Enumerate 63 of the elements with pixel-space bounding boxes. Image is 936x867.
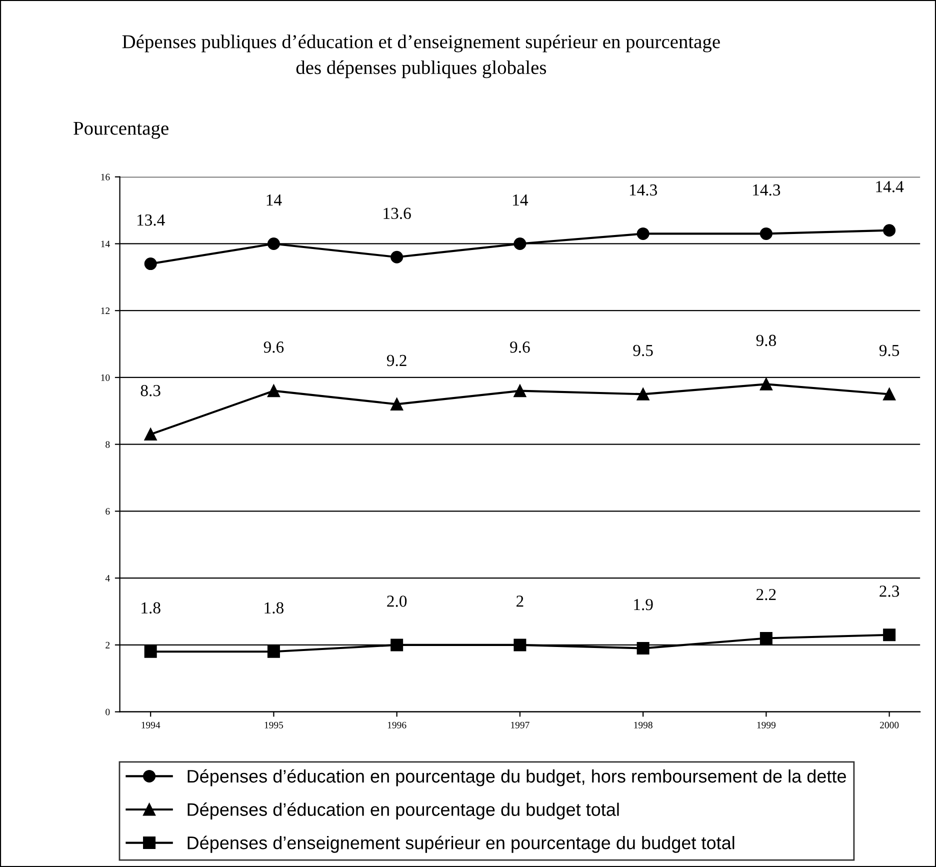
y-tick-label: 4 (105, 575, 110, 582)
x-tick-label: 1998 (634, 722, 652, 728)
data-label: 14.4 (876, 181, 904, 192)
data-label: 14.3 (753, 184, 780, 196)
data-label: 1.8 (264, 602, 284, 614)
point (267, 645, 280, 658)
y-tick-label: 10 (101, 374, 110, 381)
data-label: 9.8 (756, 334, 776, 346)
y-tick-label: 8 (106, 441, 110, 448)
data-label: 8.3 (140, 384, 160, 396)
y-tick-label: 2 (106, 642, 110, 648)
x-tick-label: 1995 (264, 722, 284, 728)
data-label: 9.6 (264, 342, 284, 353)
data-label: 1.8 (142, 602, 160, 614)
x-tick-label: 2000 (880, 722, 899, 728)
data-label: 2.3 (880, 586, 900, 597)
y-tick-label: 16 (101, 174, 110, 180)
point (267, 237, 280, 250)
data-label: 1.9 (634, 598, 653, 610)
legend-label: Dépenses d’éducation en pourcentage du budget, hors remboursement de la dette (188, 769, 846, 786)
point (390, 638, 404, 652)
legend-label: Dépenses d’enseignement supérieur en pourcentage du budget total (188, 836, 734, 853)
data-label: 14.3 (630, 184, 657, 196)
point (514, 384, 526, 398)
data-label: 13.4 (137, 214, 165, 226)
point (144, 258, 157, 270)
point (390, 398, 404, 410)
y-tick-label: 0 (106, 708, 110, 716)
point (883, 628, 896, 642)
data-label: 2.2 (756, 588, 776, 600)
data-label: 2 (516, 596, 524, 607)
x-tick-label: 1997 (511, 722, 530, 728)
point (514, 638, 526, 652)
point (267, 384, 280, 398)
point (144, 645, 157, 658)
x-tick-label: 1994 (142, 722, 160, 728)
data-label: 14 (266, 194, 282, 206)
data-label: 9.5 (879, 344, 900, 356)
chart-title: Dépenses publiques d’éducation et d’enseignement supérieur en pourcentage des dépenses publiques globales (122, 34, 720, 78)
point (760, 632, 772, 645)
point (883, 388, 896, 400)
legend-label: Dépenses d’éducation en pourcentage du budget total (188, 802, 619, 820)
data-label: 9.2 (386, 354, 406, 366)
point (636, 642, 650, 655)
data-label: 13.6 (384, 208, 411, 220)
point (144, 428, 157, 441)
point (514, 237, 526, 250)
data-label: 9.5 (633, 344, 653, 356)
point (883, 224, 896, 237)
data-label: 2.0 (387, 596, 407, 607)
data-label: 9.6 (510, 342, 530, 353)
point (390, 250, 404, 264)
y-tick-label: 14 (101, 240, 110, 248)
point (760, 227, 772, 240)
data-label: 14 (513, 194, 528, 206)
point (760, 378, 772, 390)
y-tick-label: 12 (101, 308, 110, 314)
point (636, 388, 650, 400)
point (636, 227, 650, 240)
x-tick-label: 1996 (388, 722, 406, 728)
x-tick-label: 1999 (757, 722, 776, 728)
y-axis-title: Pourcentage (74, 122, 168, 139)
y-tick-label: 6 (106, 508, 110, 515)
